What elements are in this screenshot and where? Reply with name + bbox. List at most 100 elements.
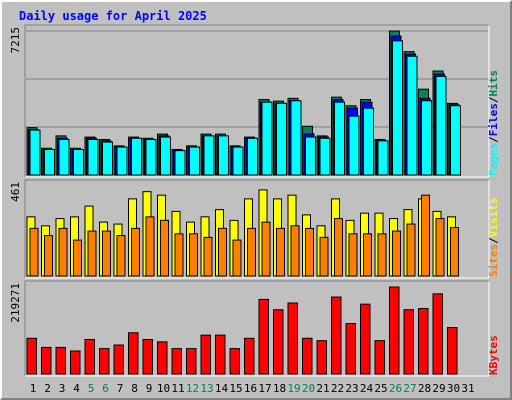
- bar-sites-day-3: [58, 227, 68, 277]
- bar-kbytes-day-13: [200, 334, 211, 375]
- bar-kbytes-day-8: [128, 332, 139, 375]
- bar-pages-day-6: [102, 141, 113, 176]
- bar-pages-day-5: [87, 138, 99, 176]
- bar-sites-day-8: [131, 227, 140, 277]
- bar-kbytes-day-24: [360, 303, 371, 375]
- bar-pages-day-30: [450, 105, 461, 176]
- x-tick-label-day-18: 18: [273, 382, 286, 395]
- bar-kbytes-day-18: [273, 309, 284, 375]
- bar-sites-day-1: [29, 227, 39, 277]
- x-tick-label-day-2: 2: [44, 382, 51, 395]
- bar-pages-day-13: [203, 135, 215, 176]
- chart-panels: 7215Pages/Files/Hits461Sites/Visits21927…: [9, 24, 500, 377]
- bar-sites-day-29: [435, 218, 445, 277]
- x-tick-label-day-16: 16: [244, 382, 257, 395]
- x-tick-label-day-29: 29: [432, 382, 445, 395]
- x-tick-label-day-1: 1: [30, 382, 37, 395]
- panel-kbytes: 219271 KBytes: [9, 280, 500, 377]
- bar-kbytes-day-11: [171, 348, 182, 375]
- bar-pages-day-25: [377, 140, 389, 176]
- bar-pages-day-23: [348, 115, 360, 176]
- bar-sites-day-15: [232, 239, 242, 277]
- bar-sites-day-20: [305, 227, 314, 277]
- bar-kbytes-day-5: [84, 338, 95, 375]
- bar-sites-day-23: [348, 233, 358, 277]
- bar-kbytes-day-10: [157, 341, 168, 375]
- x-tick-label-day-23: 23: [345, 382, 358, 395]
- bar-sites-day-22: [334, 218, 343, 277]
- bar-sites-day-25: [377, 233, 387, 277]
- x-tick-label-day-22: 22: [331, 382, 344, 395]
- bar-pages-day-20: [305, 136, 316, 176]
- series-label-visits: Visits: [487, 198, 500, 238]
- bar-sites-day-24: [363, 233, 372, 277]
- panel-sites-visits: 461 Sites/Visits: [9, 179, 500, 279]
- series-label-separator: /: [487, 96, 500, 103]
- bar-pages-day-3: [58, 138, 70, 176]
- series-label-kbytes: KBytes: [487, 335, 500, 375]
- series-label-files: Files: [487, 103, 500, 136]
- bar-kbytes-day-16: [244, 337, 255, 375]
- bar-sites-day-9: [145, 216, 155, 277]
- bar-pages-day-24: [363, 107, 374, 176]
- bar-kbytes-day-1: [26, 337, 37, 375]
- bar-pages-day-10: [160, 136, 171, 176]
- bar-pages-day-16: [247, 137, 258, 176]
- bar-kbytes-day-14: [215, 334, 226, 375]
- bar-kbytes-day-12: [186, 348, 197, 375]
- bar-kbytes-day-27: [403, 309, 414, 375]
- bar-kbytes-day-21: [316, 340, 327, 375]
- bar-sites-day-17: [261, 221, 271, 277]
- x-tick-label-day-3: 3: [59, 382, 66, 395]
- bar-kbytes-day-6: [99, 348, 110, 375]
- bar-pages-day-19: [290, 100, 302, 176]
- bar-kbytes-day-22: [331, 296, 342, 375]
- bar-pages-day-27: [406, 55, 418, 176]
- series-label-separator: /: [487, 237, 500, 244]
- bar-sites-day-18: [276, 227, 285, 277]
- bar-sites-day-13: [203, 236, 213, 277]
- bar-sites-day-14: [218, 227, 227, 277]
- x-tick-label-day-6: 6: [102, 382, 109, 395]
- x-tick-label-day-30: 30: [447, 382, 460, 395]
- x-tick-label-day-28: 28: [418, 382, 431, 395]
- x-tick-label-day-12: 12: [186, 382, 199, 395]
- bar-kbytes-day-2: [41, 346, 52, 375]
- bar-kbytes-day-19: [287, 302, 298, 375]
- bar-kbytes-day-15: [229, 348, 240, 375]
- series-label-hits: Hits: [487, 70, 500, 97]
- bar-kbytes-day-30: [447, 327, 458, 375]
- series-label-kbytes: KBytes: [487, 335, 500, 375]
- bar-sites-day-26: [392, 230, 401, 277]
- x-tick-label-day-4: 4: [73, 382, 80, 395]
- bar-sites-day-27: [406, 223, 416, 277]
- x-tick-label-day-11: 11: [171, 382, 184, 395]
- x-axis-day-labels: 1 2 3 4 5 6 7 8 9 10 11 12 13 14 15 16 17 18 19 20 21 22 23 24 2…: [30, 382, 475, 395]
- x-tick-label-day-26: 26: [389, 382, 402, 395]
- x-tick-label-day-5: 5: [88, 382, 95, 395]
- bar-sites-day-4: [73, 239, 82, 277]
- series-label-separator: /: [487, 136, 500, 143]
- bar-sites-day-7: [116, 235, 126, 277]
- bar-pages-day-14: [218, 135, 229, 176]
- bar-pages-day-1: [29, 129, 41, 176]
- bar-pages-day-12: [189, 146, 200, 176]
- x-tick-label-day-15: 15: [229, 382, 242, 395]
- bar-kbytes-day-17: [258, 298, 269, 375]
- bar-kbytes-day-25: [374, 340, 385, 375]
- bar-pages-day-8: [131, 137, 142, 176]
- bar-kbytes-day-28: [418, 308, 429, 375]
- x-tick-label-day-13: 13: [200, 382, 213, 395]
- x-tick-label-day-14: 14: [215, 382, 229, 395]
- bar-sites-day-2: [44, 235, 53, 277]
- bar-sites-day-19: [290, 225, 300, 277]
- bar-kbytes-day-20: [302, 337, 313, 375]
- bar-pages-day-29: [435, 75, 447, 176]
- bar-sites-day-28: [421, 194, 430, 277]
- bar-pages-day-2: [44, 148, 55, 176]
- bar-sites-day-21: [319, 236, 329, 277]
- bar-pages-day-28: [421, 100, 432, 176]
- bar-sites-day-16: [247, 227, 256, 277]
